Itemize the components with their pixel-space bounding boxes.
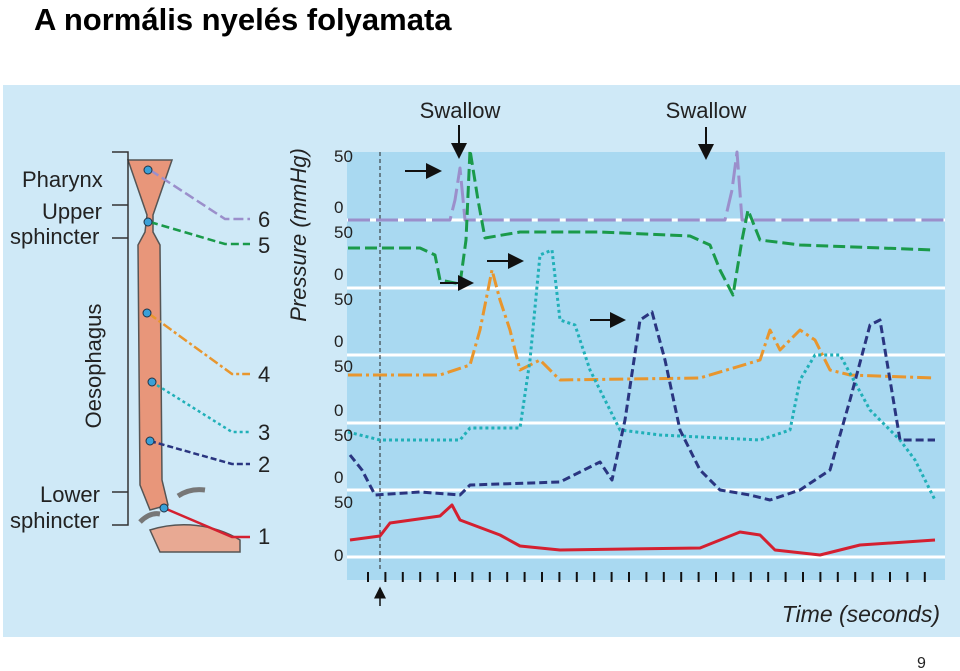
trace-2 — [348, 310, 935, 502]
channel-number: 5 — [258, 233, 270, 258]
y-tick-label: 0 — [334, 468, 343, 487]
y-tick-label: 50 — [334, 426, 353, 445]
y-tick-label: 50 — [334, 223, 353, 242]
channel-number: 4 — [258, 362, 270, 387]
page-number: 9 — [917, 655, 926, 671]
x-axis-label: Time (seconds) — [782, 601, 940, 627]
trace-4 — [348, 268, 936, 382]
y-tick-label: 0 — [334, 198, 343, 217]
sensor-dots — [142, 165, 169, 513]
channel-number: 6 — [258, 207, 270, 232]
trace-5 — [348, 148, 936, 297]
y-tick-label: 50 — [334, 357, 353, 376]
wave-arrows — [405, 125, 714, 328]
connectors — [147, 168, 250, 539]
anatomy-label: Pharynx — [22, 167, 103, 192]
trace-3 — [347, 248, 937, 501]
time-ticks — [367, 572, 926, 582]
anatomy-label: Oesophagus — [81, 304, 106, 429]
y-tick-labels: 50 0 50 0 50 0 50 0 50 0 50 0 — [334, 147, 353, 565]
swallow-label: Swallow — [666, 98, 747, 123]
channel-numbers: 65 4 3 2 1 — [258, 207, 270, 549]
anatomy-label: Upper — [42, 199, 102, 224]
y-tick-label: 50 — [334, 147, 353, 166]
y-axis-label: Pressure (mmHg) — [286, 148, 311, 322]
anatomy-label: sphincter — [10, 224, 99, 249]
y-tick-label: 50 — [334, 493, 353, 512]
y-tick-label: 0 — [334, 401, 343, 420]
trace-1 — [349, 503, 936, 557]
channel-number: 2 — [258, 452, 270, 477]
y-tick-label: 50 — [334, 290, 353, 309]
y-tick-label: 0 — [334, 546, 343, 565]
trace-6 — [348, 150, 945, 222]
anatomy-label: Lower — [40, 482, 100, 507]
slide-title: A normális nyelés folyamata — [34, 2, 452, 37]
y-tick-label: 0 — [334, 265, 343, 284]
channel-number: 3 — [258, 420, 270, 445]
anatomy-label: sphincter — [10, 508, 99, 533]
swallow-label: Swallow — [420, 98, 501, 123]
channel-number: 1 — [258, 524, 270, 549]
y-tick-label: 0 — [334, 332, 343, 351]
